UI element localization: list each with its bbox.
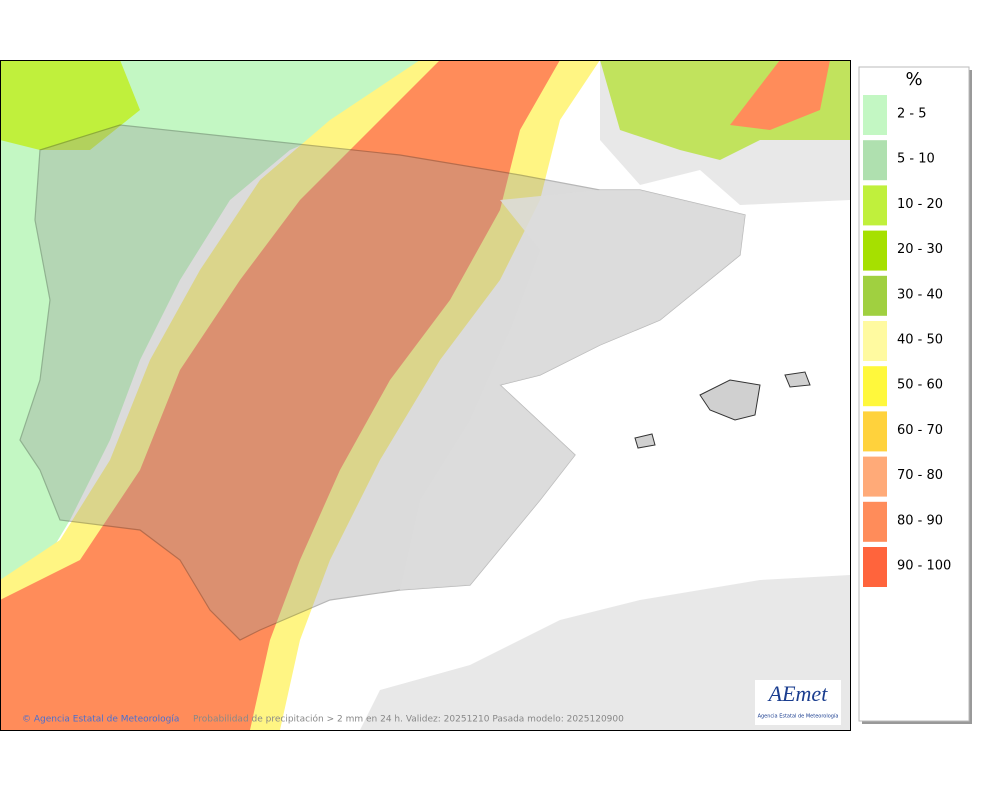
legend-label: 2 - 5 [897,107,927,122]
legend-label: 50 - 60 [897,378,943,393]
legend-label: 90 - 100 [897,559,951,574]
legend-swatch [863,95,887,135]
legend-label: 80 - 90 [897,513,943,528]
legend-label: 40 - 50 [897,333,943,348]
legend-swatch [863,321,887,361]
credit: © Agencia Estatal de Meteorología [22,715,179,725]
logo: AEmet [767,681,829,706]
island [784,371,811,388]
africa-land [360,575,850,730]
legend-label: 30 - 40 [897,287,943,302]
legend-swatch [863,275,887,316]
legend-label: 10 - 20 [897,197,943,212]
zone-green [0,60,140,150]
legend-label: 5 - 10 [897,152,935,167]
map [0,60,850,730]
caption: Probabilidad de precipitación > 2 mm en … [193,714,624,725]
island [699,379,761,421]
legend-title: % [905,69,922,90]
legend-label: 20 - 30 [897,242,943,257]
legend-swatch [863,456,887,497]
dry-zone [400,190,745,590]
logo-subtitle: Agencia Estatal de Meteorología [758,713,839,720]
legend-label: 70 - 80 [897,468,943,483]
map-frame [0,60,851,731]
legend-swatch [863,501,887,542]
zone-low [0,60,420,580]
legend-swatch [863,185,887,226]
logo-box [755,680,841,725]
legend-swatch [863,547,887,587]
legend-swatch [863,140,887,181]
legend-swatch [863,411,887,452]
legend-swatch [863,366,887,407]
legend-items: 2 - 5 5 - 10 10 - 20 20 - 30 30 - 40 40 - 50 5… [863,95,951,587]
island [634,433,656,449]
zone-gulf [730,60,830,130]
legend-label: 60 - 70 [897,423,943,438]
zone-high [0,60,560,730]
legend-swatch [863,230,887,271]
